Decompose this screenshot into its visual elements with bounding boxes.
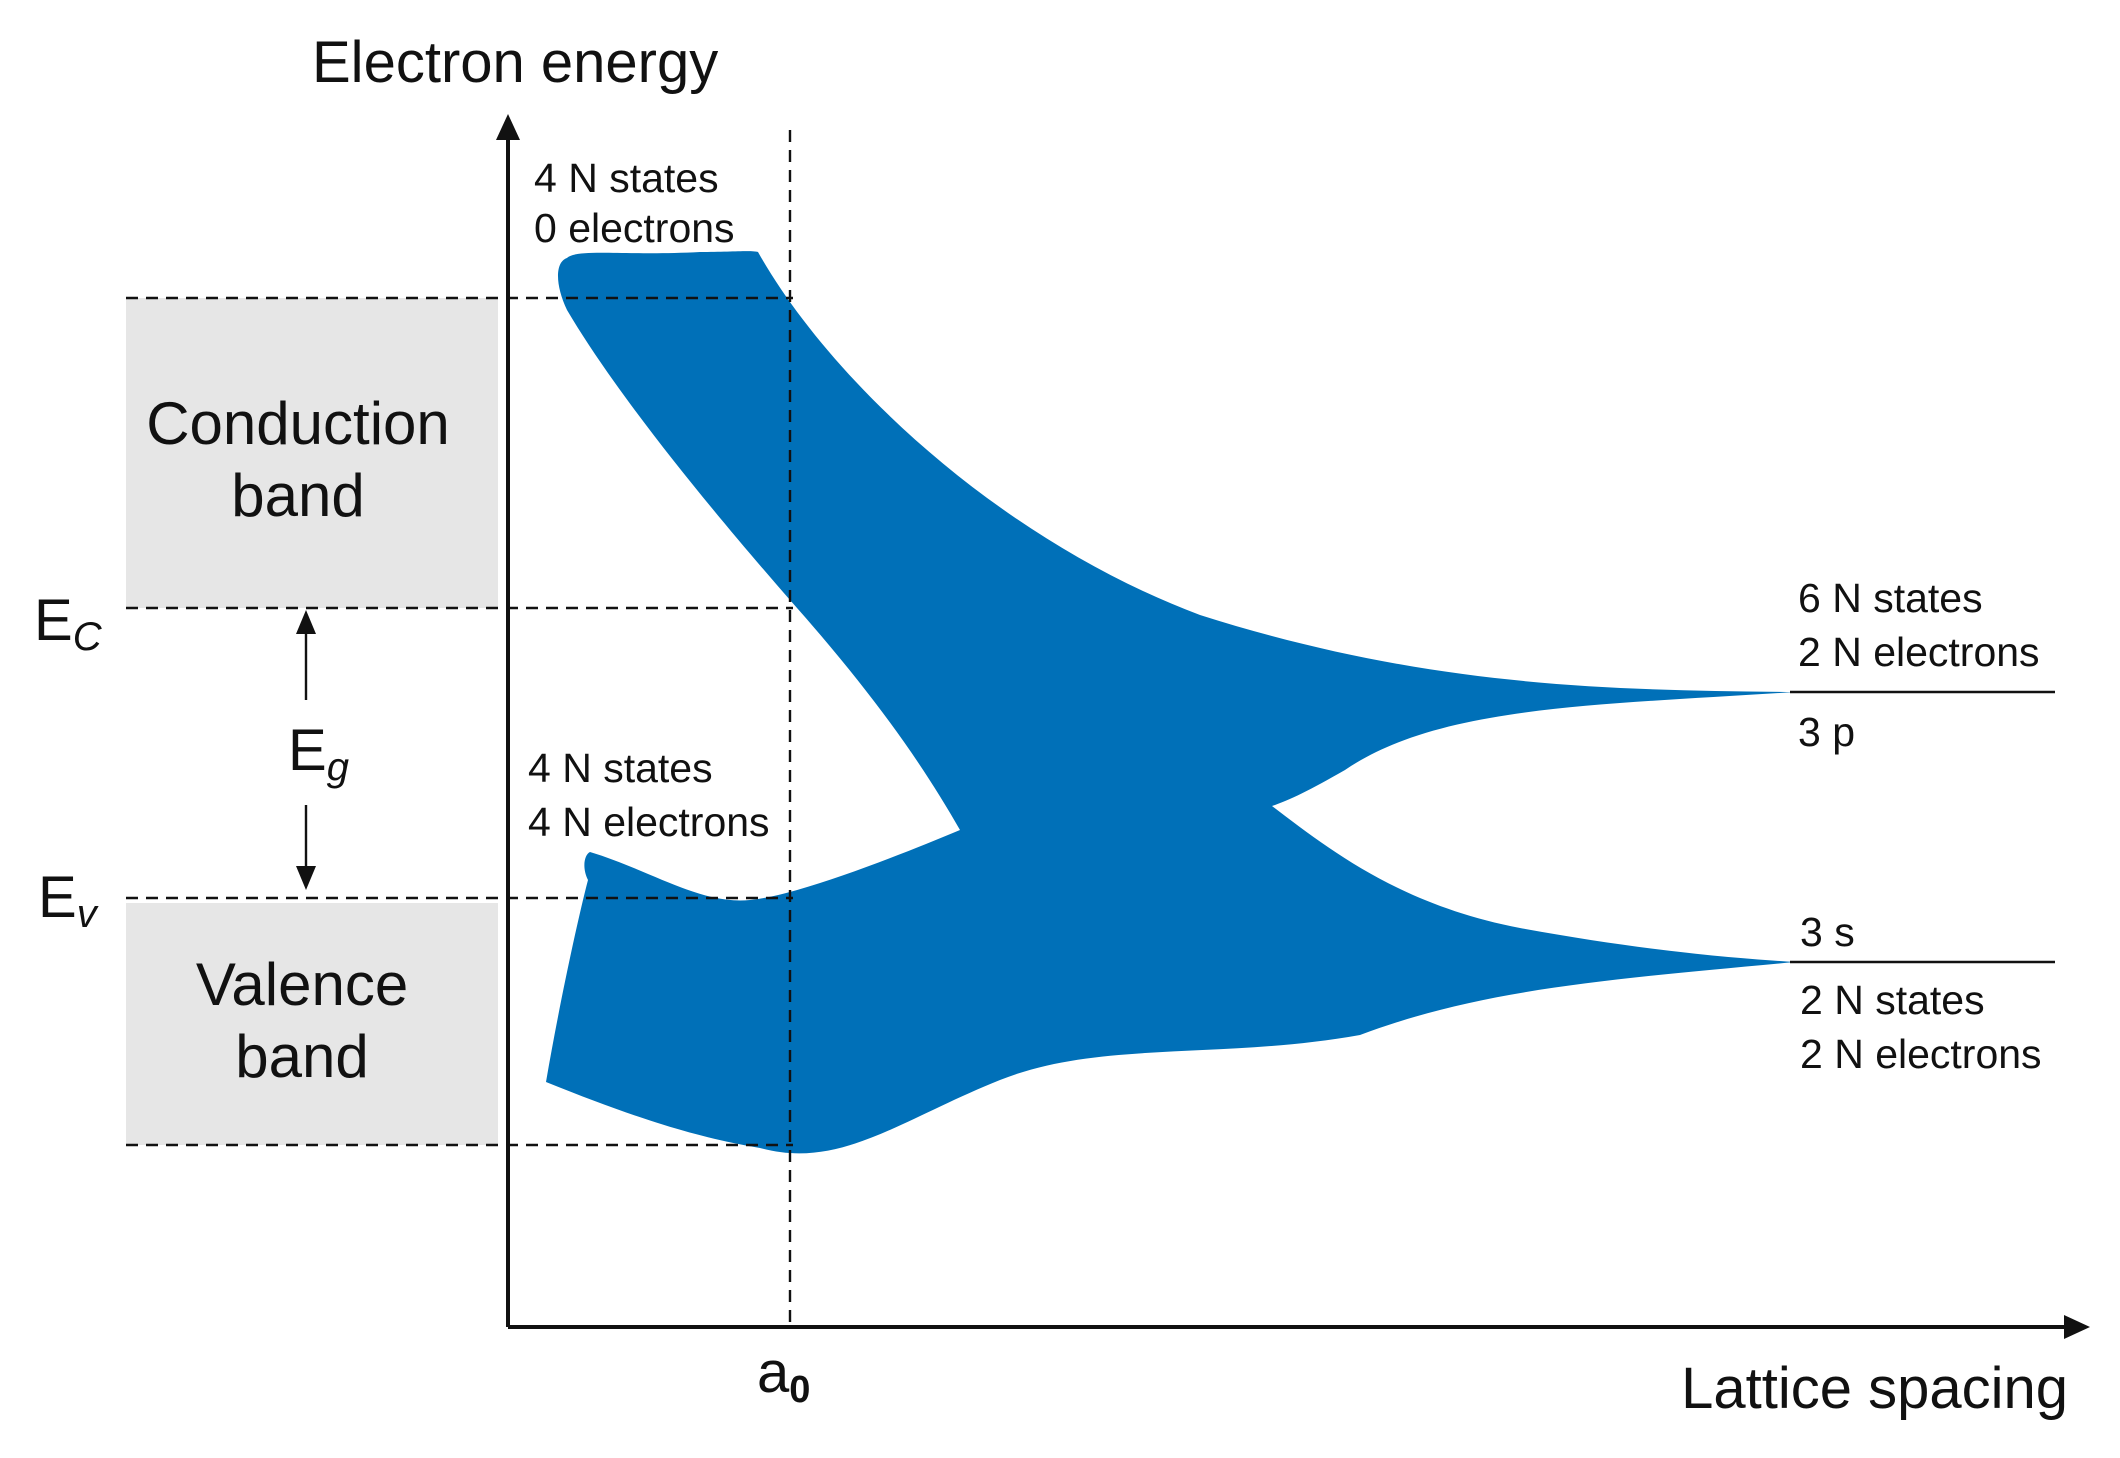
- valence-band-box: [126, 903, 498, 1145]
- a0-label: a0: [757, 1340, 810, 1411]
- x-axis-label: Lattice spacing: [1681, 1356, 2068, 1421]
- level-3p-states: 6 N states: [1798, 575, 1983, 621]
- valence-band-label-line2: band: [235, 1023, 368, 1090]
- level-3s-states: 2 N states: [1800, 977, 1985, 1023]
- upper-band-electrons: 0 electrons: [534, 205, 735, 251]
- eg-label: Eg: [288, 718, 349, 789]
- ec-label: EC: [34, 588, 103, 659]
- x-axis-arrowhead: [2064, 1315, 2090, 1339]
- level-3s-electrons: 2 N electrons: [1800, 1031, 2042, 1077]
- conduction-band-label-line1: Conduction: [146, 390, 450, 457]
- conduction-band-label-line2: band: [231, 462, 364, 529]
- eg-arrow-up-head: [296, 610, 316, 634]
- lower-band-electrons: 4 N electrons: [528, 799, 770, 845]
- upper-band-states: 4 N states: [534, 155, 719, 201]
- y-axis-arrowhead: [496, 114, 520, 140]
- energy-band-region: [546, 251, 1795, 1154]
- conduction-band-box: [126, 298, 498, 608]
- eg-arrow-down-head: [296, 866, 316, 890]
- ev-label: Ev: [38, 865, 99, 936]
- level-3s-name: 3 s: [1800, 909, 1855, 955]
- valence-band-label-line1: Valence: [196, 951, 408, 1018]
- level-3p-electrons: 2 N electrons: [1798, 629, 2040, 675]
- level-3p-name: 3 p: [1798, 709, 1855, 755]
- y-axis-label: Electron energy: [312, 30, 718, 95]
- lower-band-states: 4 N states: [528, 745, 713, 791]
